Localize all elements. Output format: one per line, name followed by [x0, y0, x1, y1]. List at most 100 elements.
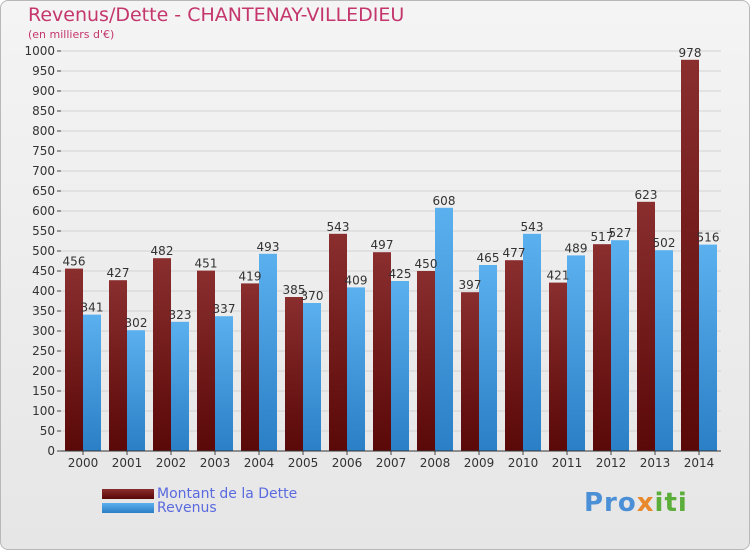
bar-dette-2014 — [681, 59, 699, 452]
x-tick-label-2007: 2007 — [376, 456, 407, 470]
x-tick-label-2008: 2008 — [420, 456, 451, 470]
data-label-dette-2014: 978 — [679, 46, 702, 60]
bar-dette-2008 — [417, 271, 435, 451]
bar-revenus-2011 — [567, 255, 585, 451]
data-label-dette-2007: 497 — [371, 238, 394, 252]
data-label-dette-2005: 385 — [283, 283, 306, 297]
y-tick-label: 200 — [32, 364, 55, 378]
bar-revenus-2009 — [479, 265, 497, 451]
legend: Montant de la Dette Revenus — [102, 487, 297, 515]
data-label-dette-2003: 451 — [195, 257, 218, 271]
x-tick-label-2011: 2011 — [552, 456, 583, 470]
y-axis-ticks: 0 50 100 150 200 250 300 350 400 450 500 550 600 650 7… — [24, 44, 61, 458]
data-label-dette-2010: 477 — [503, 246, 526, 260]
bar-dette-2004 — [241, 283, 259, 451]
data-label-revenus-2006: 409 — [345, 273, 368, 287]
bar-revenus-2003 — [215, 316, 233, 451]
data-label-revenus-2008: 608 — [433, 194, 456, 208]
bar-revenus-2002 — [171, 321, 189, 451]
y-tick-label: 1000 — [24, 44, 55, 58]
bar-revenus-2007 — [391, 281, 409, 451]
data-label-dette-2013: 623 — [635, 188, 658, 202]
bar-revenus-2006 — [347, 287, 365, 451]
data-label-dette-2009: 397 — [459, 278, 482, 292]
x-tick-label-2014: 2014 — [684, 456, 715, 470]
bar-revenus-2001 — [127, 330, 145, 451]
y-tick-label: 700 — [32, 164, 55, 178]
legend-swatch-dette — [102, 489, 154, 499]
y-tick-label: 300 — [32, 324, 55, 338]
y-tick-label: 50 — [40, 424, 55, 438]
y-tick-label: 0 — [47, 444, 55, 458]
y-tick-label: 550 — [32, 224, 55, 238]
y-tick-label: 750 — [32, 144, 55, 158]
bar-revenus-2014 — [699, 244, 717, 451]
bar-revenus-2013 — [655, 250, 673, 451]
bar-dette-2013 — [637, 201, 655, 451]
bar-dette-2006 — [329, 233, 347, 451]
data-label-revenus-2009: 465 — [477, 251, 500, 265]
y-tick-label: 650 — [32, 184, 55, 198]
y-tick-label: 450 — [32, 264, 55, 278]
bar-dette-2000 — [65, 268, 83, 451]
x-tick-label-2000: 2000 — [68, 456, 99, 470]
data-label-revenus-2001: 302 — [125, 316, 148, 330]
data-label-revenus-2000: 341 — [81, 301, 104, 315]
data-label-revenus-2003: 337 — [213, 302, 236, 316]
data-label-revenus-2004: 493 — [257, 240, 280, 254]
x-tick-label-2001: 2001 — [112, 456, 143, 470]
proxiti-logo: Proxiti — [584, 488, 688, 518]
y-tick-label: 250 — [32, 344, 55, 358]
y-tick-label: 350 — [32, 304, 55, 318]
data-label-dette-2002: 482 — [151, 244, 174, 258]
x-tick-label-2012: 2012 — [596, 456, 627, 470]
data-label-dette-2006: 543 — [327, 220, 350, 234]
data-label-dette-2001: 427 — [107, 266, 130, 280]
bar-revenus-2008 — [435, 207, 453, 451]
legend-swatch-revenus — [102, 503, 154, 513]
bar-dette-2001 — [109, 280, 127, 451]
x-tick-label-2009: 2009 — [464, 456, 495, 470]
legend-item-revenus: Revenus — [102, 501, 297, 515]
bar-dette-2012 — [593, 244, 611, 451]
bar-dette-2003 — [197, 270, 215, 451]
y-tick-label: 950 — [32, 64, 55, 78]
x-tick-label-2006: 2006 — [332, 456, 363, 470]
data-label-dette-2012: 517 — [591, 230, 614, 244]
data-label-revenus-2010: 543 — [521, 220, 544, 234]
bar-revenus-2012 — [611, 240, 629, 451]
bar-dette-2002 — [153, 258, 171, 451]
x-tick-label-2003: 2003 — [200, 456, 231, 470]
bar-revenus-2005 — [303, 303, 321, 451]
bar-dette-2009 — [461, 292, 479, 451]
x-tick-label-2013: 2013 — [640, 456, 671, 470]
data-label-revenus-2012: 527 — [609, 226, 632, 240]
bar-dette-2005 — [285, 297, 303, 451]
bar-dette-2007 — [373, 252, 391, 451]
data-label-revenus-2011: 489 — [565, 241, 588, 255]
x-tick-label-2002: 2002 — [156, 456, 187, 470]
data-label-revenus-2007: 425 — [389, 267, 412, 281]
data-label-revenus-2002: 323 — [169, 308, 192, 322]
y-tick-label: 100 — [32, 404, 55, 418]
data-label-revenus-2014: 516 — [697, 231, 720, 245]
bar-dette-2011 — [549, 282, 567, 451]
data-label-dette-2008: 450 — [415, 257, 438, 271]
bars — [65, 59, 717, 452]
y-tick-label: 150 — [32, 384, 55, 398]
x-tick-label-2010: 2010 — [508, 456, 539, 470]
chart-title: Revenus/Dette - CHANTENAY-VILLEDIEU — [28, 4, 405, 26]
y-tick-label: 400 — [32, 284, 55, 298]
chart-subtitle: (en milliers d'€) — [28, 28, 115, 41]
y-tick-label: 800 — [32, 124, 55, 138]
y-tick-label: 500 — [32, 244, 55, 258]
y-tick-label: 600 — [32, 204, 55, 218]
data-label-dette-2000: 456 — [63, 255, 86, 269]
legend-item-dette: Montant de la Dette — [102, 487, 297, 501]
bar-dette-2010 — [505, 260, 523, 451]
x-tick-label-2005: 2005 — [288, 456, 319, 470]
data-label-revenus-2013: 502 — [653, 236, 676, 250]
